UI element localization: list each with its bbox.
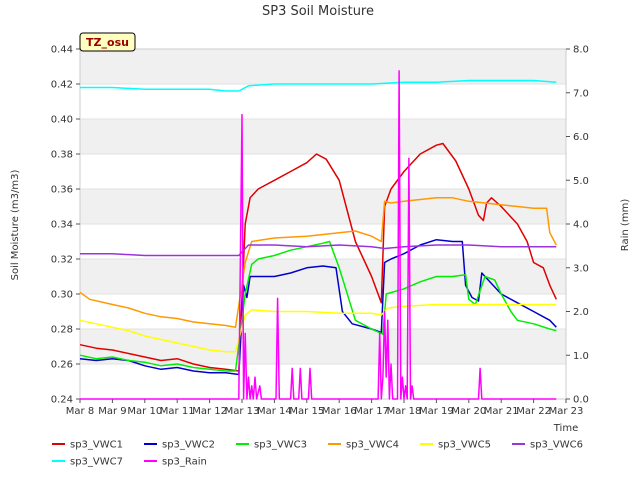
y-tick-label: 0.42 [51, 80, 73, 91]
legend-label: sp3_VWC5 [438, 440, 491, 451]
y-tick-label: 0.28 [51, 325, 73, 336]
x-tick-label: Mar 16 [322, 406, 357, 417]
grid-band [80, 329, 566, 364]
series-line-sp3-vwc5 [79, 303, 557, 353]
y-tick-label: 0.44 [51, 45, 73, 56]
x-tick-label: Mar 23 [549, 406, 584, 417]
grid-band [80, 294, 566, 329]
legend-item-sp3-rain: sp3_Rain [144, 457, 207, 468]
y-axis-label: Soil Moisture (m3/m3) [10, 170, 21, 281]
series-layer [79, 70, 557, 400]
legend-item-sp3-vwc5: sp3_VWC5 [420, 440, 491, 451]
x-tick-label: Mar 17 [354, 406, 389, 417]
grid-band [80, 119, 566, 154]
grid-band [80, 154, 566, 189]
series-line-sp3-vwc7 [80, 79, 557, 92]
legend-item-sp3-vwc4: sp3_VWC4 [328, 440, 399, 451]
y2-tick-label: 8.0 [573, 45, 589, 56]
legend-label: sp3_VWC2 [162, 440, 215, 451]
grid-band [80, 259, 566, 294]
y-tick-label: 0.40 [51, 115, 73, 126]
legend-item-sp3-vwc2: sp3_VWC2 [144, 440, 215, 451]
legend-item-sp3-vwc7: sp3_VWC7 [52, 457, 123, 468]
x-tick-label: Mar 12 [192, 406, 227, 417]
x-tick-label: Mar 13 [225, 406, 260, 417]
series-line-sp3-vwc1 [79, 142, 557, 372]
site-badge: TZ_osu [79, 32, 136, 52]
x-axis-label: Time [553, 423, 578, 434]
x-tick-label: Mar 10 [127, 406, 162, 417]
y2-tick-label: 1.0 [573, 351, 589, 362]
y-tick-label: 0.34 [51, 220, 73, 231]
legend-item-sp3-vwc6: sp3_VWC6 [512, 440, 583, 451]
y-tick-label: 0.32 [51, 255, 73, 266]
y2-tick-label: 5.0 [573, 176, 589, 187]
x-tick-label: Mar 20 [451, 406, 486, 417]
x-tick-label: Mar 14 [257, 406, 292, 417]
legend: sp3_VWC1 sp3_VWC2 sp3_VWC3 sp3_VWC4 sp3_VWC5… [52, 440, 583, 468]
y2-tick-label: 6.0 [573, 132, 589, 143]
y2-tick-label: 4.0 [573, 220, 589, 231]
legend-label: sp3_VWC4 [346, 440, 399, 451]
x-tick-label: Mar 8 [66, 406, 94, 417]
y2-tick-label: 2.0 [573, 307, 589, 318]
grid-band [80, 364, 566, 399]
y-tick-label: 0.36 [51, 185, 73, 196]
chart-title: SP3 Soil Moisture [262, 4, 374, 19]
x-tick-label: Mar 19 [419, 406, 454, 417]
legend-item-sp3-vwc3: sp3_VWC3 [236, 440, 307, 451]
grid-band [80, 49, 566, 84]
legend-label: sp3_Rain [162, 457, 207, 468]
y-tick-label: 0.24 [51, 395, 73, 406]
grid-band [80, 224, 566, 259]
legend-label: sp3_VWC6 [530, 440, 583, 451]
x-tick-label: Mar 11 [160, 406, 195, 417]
legend-label: sp3_VWC3 [254, 440, 307, 451]
site-badge-box [79, 32, 136, 52]
series-line-sp3-rain [80, 70, 557, 400]
y2-tick-label: 3.0 [573, 263, 589, 274]
y2-tick-label: 7.0 [573, 88, 589, 99]
y-tick-label: 0.30 [51, 290, 73, 301]
x-tick-label: Mar 15 [289, 406, 324, 417]
y-tick-label: 0.38 [51, 150, 73, 161]
site-badge-text: TZ_osu [86, 36, 129, 49]
x-tick-label: Mar 22 [516, 406, 551, 417]
grid-band [80, 189, 566, 224]
series-line-sp3-vwc4 [79, 197, 557, 328]
x-tick-label: Mar 18 [387, 406, 422, 417]
legend-item-sp3-vwc1: sp3_VWC1 [52, 440, 123, 451]
series-line-sp3-vwc3 [79, 240, 557, 372]
x-tick-label: Mar 21 [484, 406, 519, 417]
x-tick-label: Mar 9 [98, 406, 126, 417]
legend-label: sp3_VWC1 [70, 440, 123, 451]
y-tick-label: 0.26 [51, 360, 73, 371]
grid-bands [80, 48, 566, 400]
series-line-sp3-vwc6 [80, 244, 557, 257]
legend-label: sp3_VWC7 [70, 457, 123, 468]
y2-axis-label: Rain (mm) [620, 199, 631, 252]
y2-tick-label: 0.0 [573, 395, 589, 406]
